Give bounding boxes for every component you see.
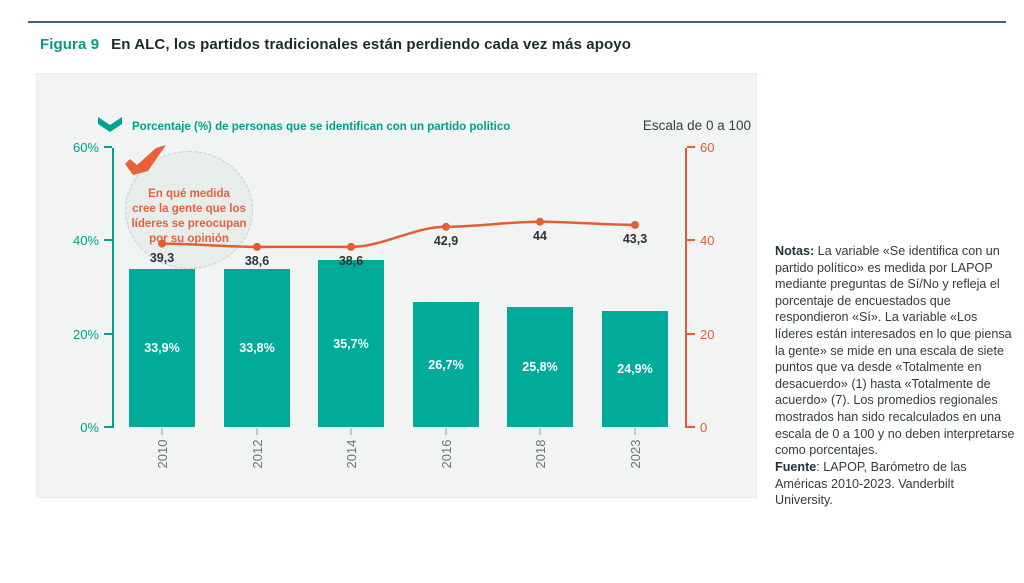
bar-value-label: 25,8%: [522, 359, 558, 374]
figure-heading: Figura 9 En ALC, los partidos tradicional…: [40, 36, 631, 53]
x-axis-year-label: 2018: [533, 439, 548, 469]
left-axis-tick: [104, 146, 112, 148]
bar-2016: [413, 302, 479, 427]
right-axis-line: [685, 148, 687, 428]
left-axis-tick: [104, 332, 112, 335]
right-axis-tick: [687, 146, 695, 148]
line-point-marker: [631, 220, 639, 229]
right-axis-tick: [687, 239, 695, 242]
left-axis-tick-label: 60%: [72, 140, 99, 155]
chart-panel: Porcentaje (%) de personas que se identi…: [36, 73, 757, 498]
notes-block: Notas: La variable «Se identifica con un…: [775, 243, 1015, 509]
top-divider-rule: [28, 21, 1006, 23]
left-axis-tick-label: 40%: [72, 233, 99, 249]
x-axis-year-label: 2023: [628, 439, 643, 469]
figure-title: En ALC, los partidos tradicionales están…: [111, 36, 631, 53]
bar-2018: [507, 306, 573, 427]
notes-paragraph: Notas: La variable «Se identifica con un…: [775, 243, 1015, 459]
bar-2014: [318, 260, 384, 427]
left-axis-tick: [104, 426, 112, 428]
x-axis-tick: [161, 428, 163, 435]
left-axis-tick-label: 20%: [72, 326, 99, 342]
bar-value-label: 24,9%: [617, 361, 653, 376]
notes-body: La variable «Se identifica con un partid…: [775, 244, 1015, 458]
right-axis-tick-label: 40: [700, 233, 715, 249]
x-axis-tick: [634, 428, 636, 435]
bar-value-label: 35,7%: [333, 336, 369, 351]
left-axis-line: [112, 148, 114, 428]
right-axis-tick-label: 20: [700, 326, 715, 342]
line-value-label: 38,6: [338, 253, 364, 268]
line-value-label: 42,9: [433, 233, 459, 248]
legend-label: Porcentaje (%) de personas que se identi…: [132, 121, 511, 133]
bar-2010: [129, 268, 195, 427]
right-axis-tick-label: 60: [700, 140, 715, 155]
line-value-label: 44: [533, 228, 547, 243]
line-value-label: 38,6: [244, 253, 270, 268]
double-chevron-down-icon: [97, 116, 123, 138]
x-axis-year-label: 2012: [250, 439, 265, 469]
bar-2023: [602, 310, 668, 427]
line-point-marker: [536, 217, 544, 226]
x-axis-year-label: 2014: [344, 439, 359, 469]
source-body: : LAPOP, Barómetro de las Américas 2010-…: [775, 459, 967, 508]
line-value-label: 39,3: [149, 250, 175, 265]
line-point-marker: [253, 242, 261, 251]
x-axis-year-label: 2010: [155, 439, 170, 469]
source-paragraph: Fuente: LAPOP, Barómetro de las Américas…: [775, 459, 1015, 509]
right-axis-tick-label: 0: [700, 420, 708, 435]
right-axis-tick: [687, 332, 695, 335]
chart-legend: Porcentaje (%) de personas que se identi…: [97, 116, 510, 138]
x-axis-year-label: 2016: [439, 439, 454, 469]
line-point-marker: [442, 222, 450, 231]
bar-value-label: 33,9%: [144, 340, 180, 355]
bar-2012: [224, 269, 290, 427]
x-axis-tick: [445, 428, 447, 435]
left-axis-tick-label: 0%: [80, 420, 99, 435]
right-axis-scale-label: Escala de 0 a 100: [642, 118, 751, 133]
bar-value-label: 26,7%: [428, 357, 464, 372]
left-axis-tick: [104, 239, 112, 242]
x-axis-tick: [539, 428, 541, 435]
check-swoosh-icon: [121, 138, 169, 185]
x-axis-tick: [256, 428, 258, 435]
x-axis-tick: [350, 428, 352, 435]
source-label: Fuente: [775, 459, 817, 474]
right-axis-tick: [687, 426, 695, 428]
notes-label: Notas:: [775, 244, 815, 258]
line-point-marker: [347, 242, 355, 251]
figure-number: Figura 9: [40, 36, 100, 53]
line-value-label: 43,3: [622, 231, 648, 246]
bar-value-label: 33,8%: [239, 341, 275, 356]
